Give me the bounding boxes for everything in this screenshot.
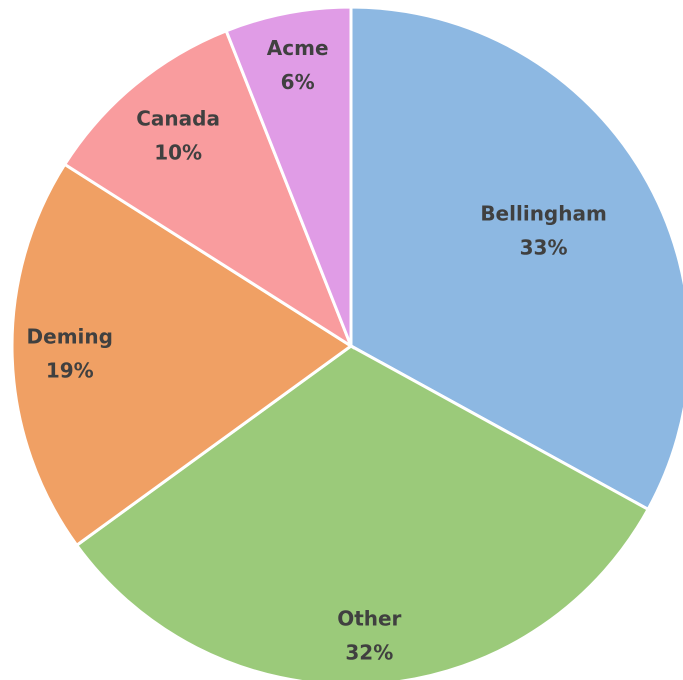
- slice-value-label: 19%: [46, 358, 94, 382]
- pie-slice: [224, 5, 353, 347]
- pie-slice: [10, 162, 354, 548]
- slice-value-label: 32%: [345, 640, 393, 664]
- pie-slice: [349, 5, 683, 512]
- slice-label: Other: [337, 606, 401, 630]
- slice-value-label: 33%: [520, 236, 568, 260]
- pie-slice: [74, 344, 651, 680]
- slice-label: Acme: [267, 36, 329, 60]
- slice-value-label: 10%: [154, 141, 202, 165]
- slice-label: Bellingham: [480, 202, 607, 226]
- slice-label: Deming: [27, 324, 113, 348]
- slice-value-label: 6%: [281, 70, 315, 94]
- slice-label: Canada: [136, 107, 220, 131]
- pie-slice: [62, 28, 355, 350]
